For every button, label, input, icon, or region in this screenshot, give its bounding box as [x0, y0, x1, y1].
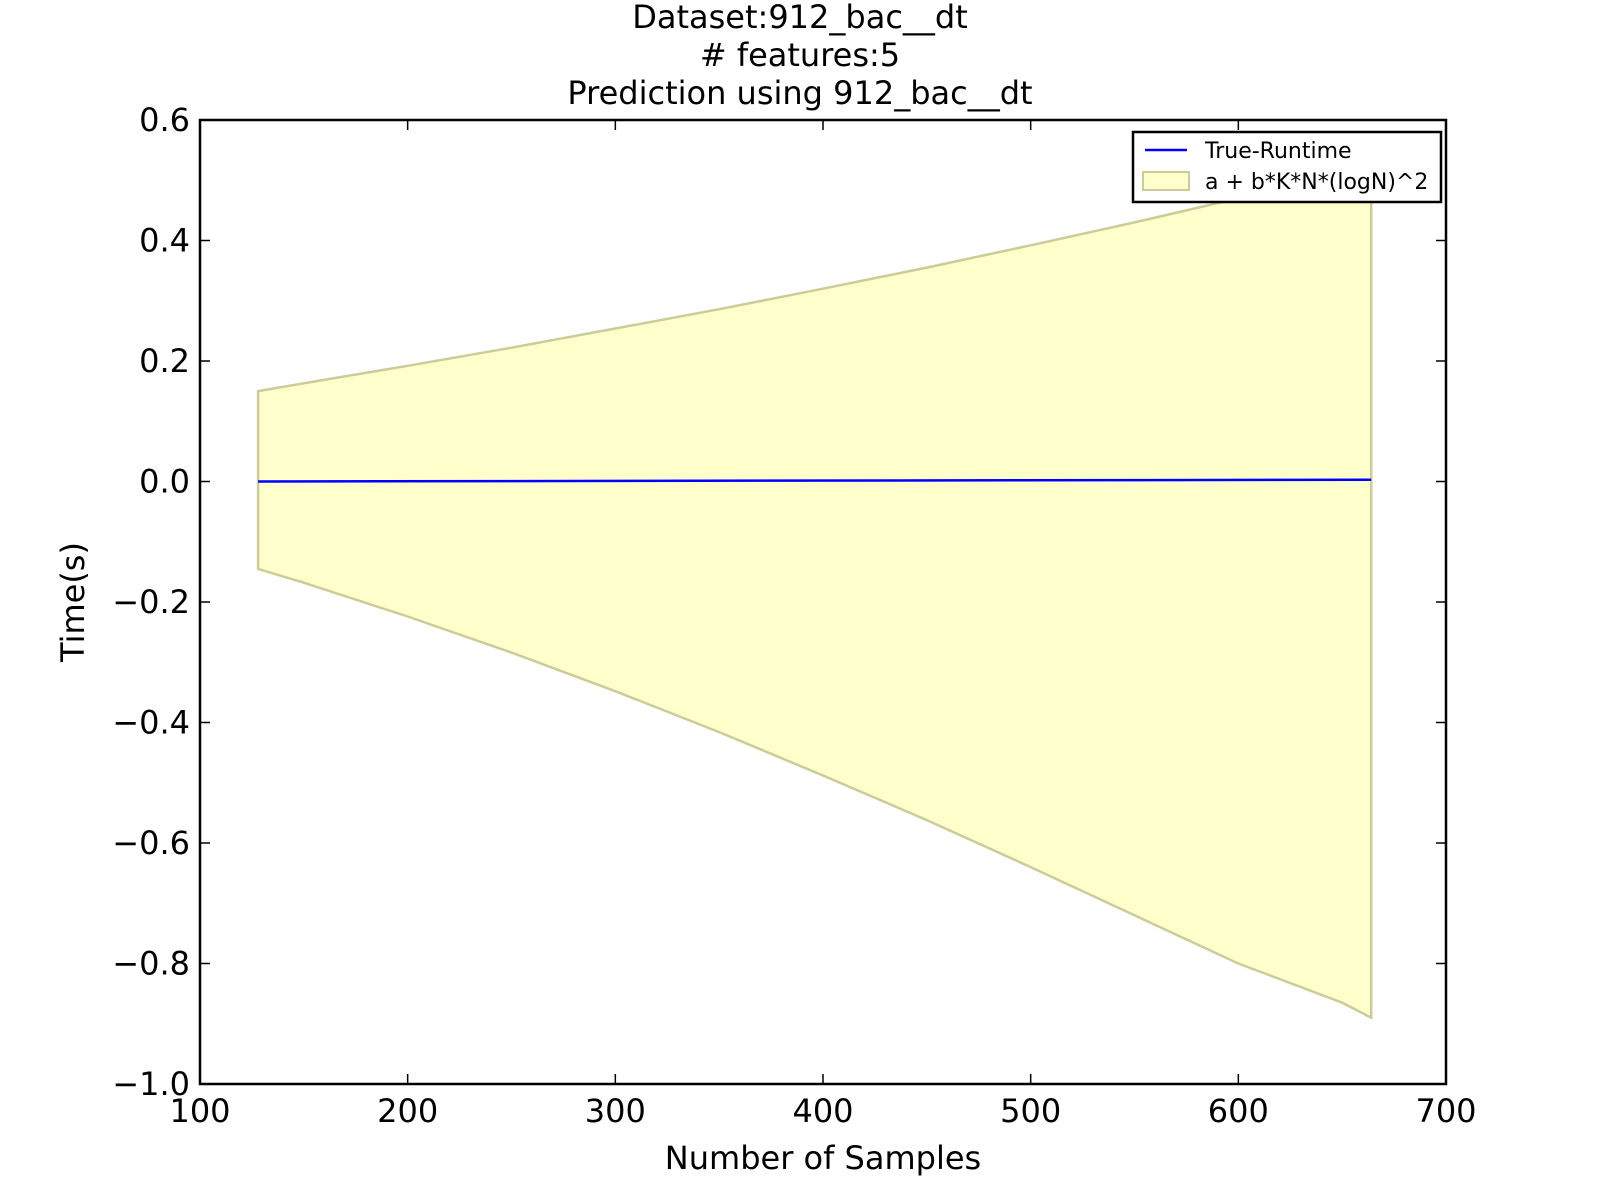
x-tick-label: 700: [1415, 1092, 1476, 1130]
legend-label-true-runtime: True-Runtime: [1204, 139, 1352, 164]
legend-label-band: a + b*K*N*(logN)^2: [1205, 170, 1428, 195]
chart-title-line-3: Prediction using 912_bac__dt: [567, 74, 1033, 112]
x-tick-label: 500: [1000, 1092, 1061, 1130]
x-tick-label: 400: [792, 1092, 853, 1130]
tick-layer: 100 200 300 400 500 600 700 −1.0 −0.8 −0.6 −0.4 −0.…: [112, 101, 1476, 1130]
confidence-band: [256, 166, 1373, 1020]
y-tick-label: −0.8: [112, 945, 190, 983]
x-tick-label: 300: [585, 1092, 646, 1130]
chart-title-line-1: Dataset:912_bac__dt: [632, 0, 968, 36]
line-layer: [258, 478, 1372, 483]
legend: True-Runtime a + b*K*N*(logN)^2: [1131, 130, 1443, 204]
y-tick-label: 0.2: [139, 342, 190, 380]
series-line-true-runtime: [258, 478, 1372, 483]
x-tick-label: 100: [169, 1092, 230, 1130]
y-tick-label: −0.4: [112, 704, 190, 742]
band-layer: [256, 166, 1373, 1020]
x-axis-label: Number of Samples: [665, 1139, 981, 1177]
legend-swatch-band: [1142, 171, 1190, 191]
y-axis-label: Time(s): [54, 542, 92, 663]
y-tick-label: −0.2: [112, 583, 190, 621]
y-tick-label: −1.0: [112, 1065, 190, 1103]
y-tick-label: 0.6: [139, 101, 190, 139]
chart-title-line-2: # features:5: [699, 36, 901, 74]
y-tick-label: −0.6: [112, 824, 190, 862]
y-tick-label: 0.4: [139, 222, 190, 260]
x-tick-label: 600: [1208, 1092, 1269, 1130]
x-tick-label: 200: [377, 1092, 438, 1130]
y-tick-label: 0.0: [139, 463, 190, 501]
